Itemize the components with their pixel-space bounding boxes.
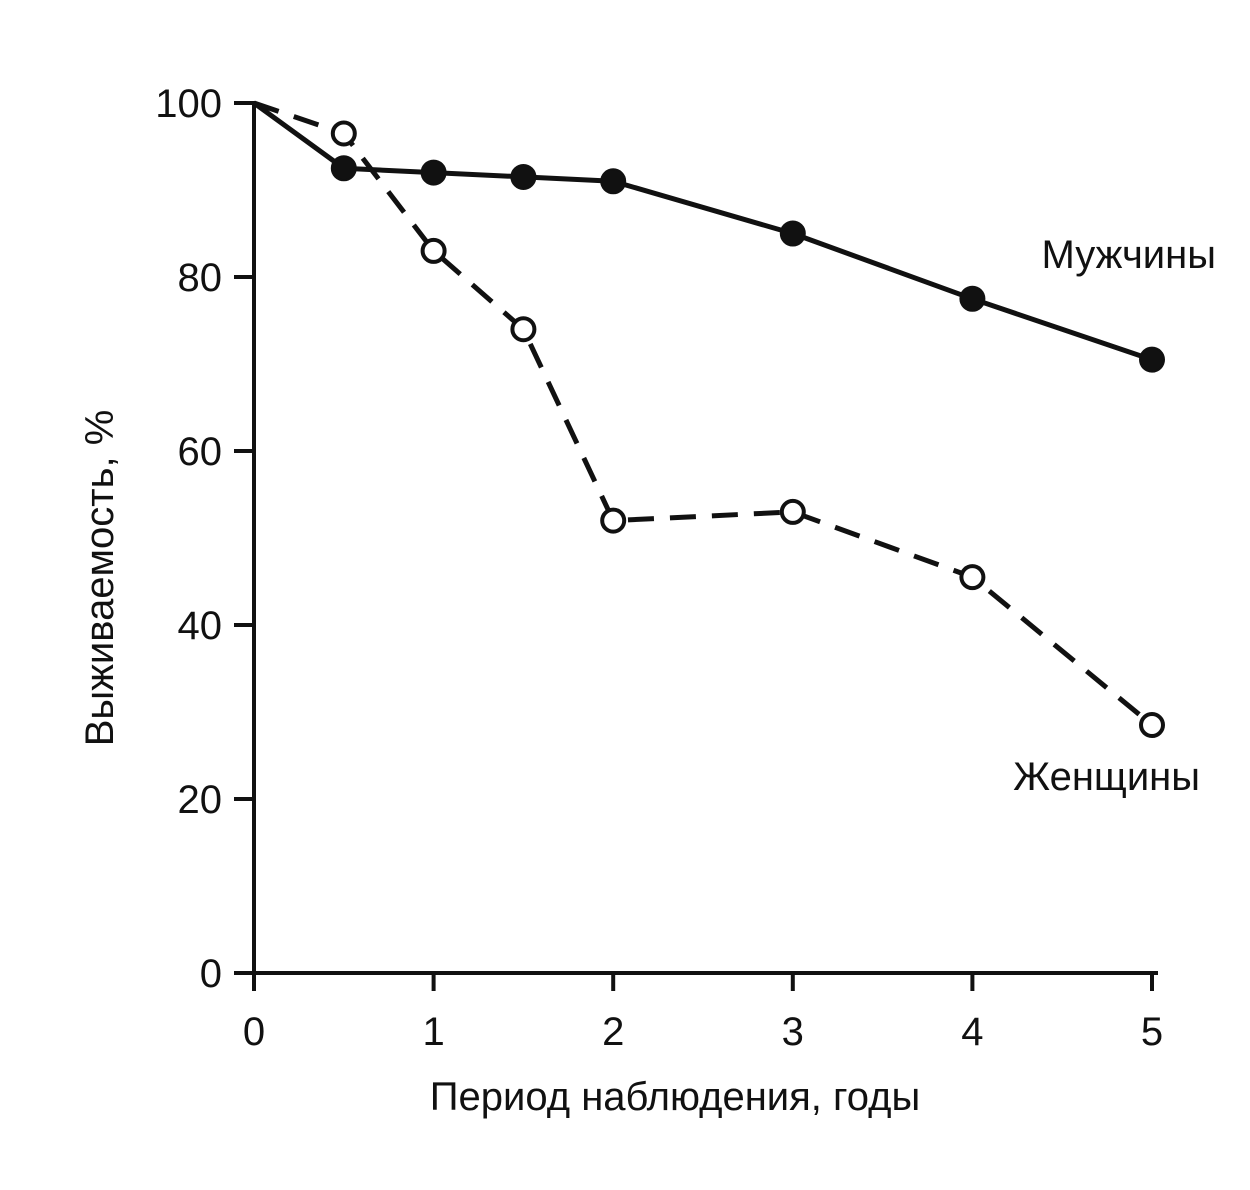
x-tick-label-3: 3 [782,1010,804,1054]
x-axis-title: Период наблюдения, годы [430,1075,920,1119]
data-point [600,168,627,195]
data-point [600,507,627,534]
series-label-0: Мужчины [1041,233,1216,277]
x-tick-label-0: 0 [243,1010,265,1054]
series-line-0 [252,100,1153,363]
data-point [779,498,806,525]
x-tick-label-2: 2 [602,1010,624,1054]
y-tick-label-40: 40 [178,604,223,648]
axes: 0 20 40 60 80 100 0 1 2 3 4 5 [155,82,1163,1054]
y-tick-label-0: 0 [200,952,222,996]
data-point [330,120,357,147]
x-tick-label-5: 5 [1141,1010,1163,1054]
data-point [1139,346,1165,373]
data-point [779,220,806,247]
series-men: Мужчины [252,100,1216,373]
data-point [510,163,537,190]
data-point [330,155,357,182]
data-point [420,237,447,264]
series-line-1 [253,100,1154,727]
data-point [510,316,537,343]
x-tick-label-1: 1 [422,1010,444,1054]
series-women: Женщины [253,100,1200,799]
y-axis-title: Выживаемость, % [78,410,122,747]
y-tick-label-20: 20 [178,778,223,822]
y-tick-label-60: 60 [178,430,223,474]
data-point [420,159,447,186]
series-label-1: Женщины [1013,755,1200,799]
series-layer: Мужчины Женщины [252,100,1216,799]
data-point [1139,712,1165,739]
y-tick-label-100: 100 [155,82,222,126]
y-tick-label-80: 80 [178,256,223,300]
data-point [959,285,986,312]
x-tick-label-4: 4 [961,1010,983,1054]
data-point [959,564,986,591]
